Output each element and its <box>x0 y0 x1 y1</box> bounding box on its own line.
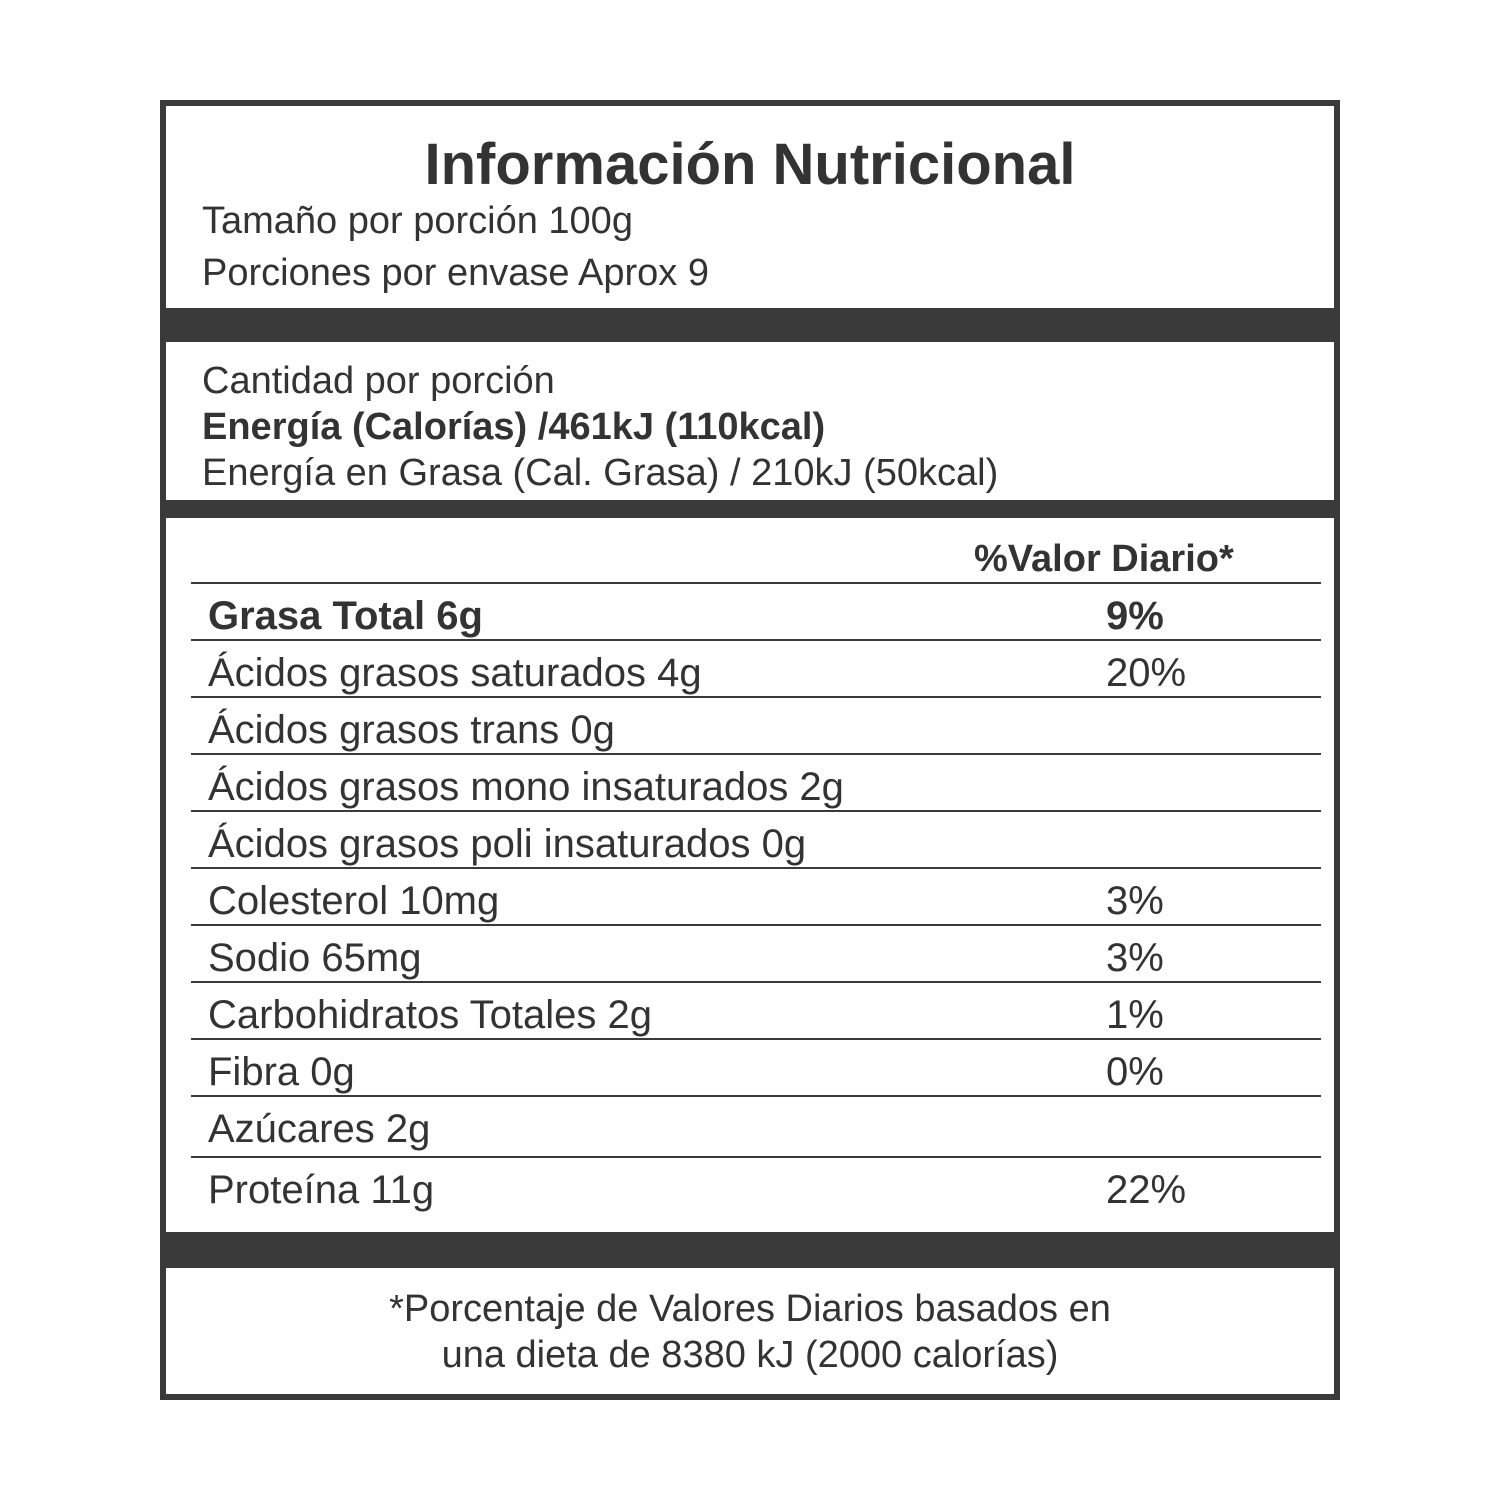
nutrient-row: Grasa Total 6g 9% <box>191 584 1321 641</box>
row-divider <box>191 696 1321 698</box>
footnote-line-2: una dieta de 8380 kJ (2000 calorías) <box>441 1334 1059 1376</box>
nutrient-row: Azúcares 2g <box>191 1097 1321 1154</box>
nutrient-name: Proteína 11g <box>208 1168 435 1212</box>
amount-per-serving: Cantidad por porción <box>202 360 555 402</box>
nutrient-row: Sodio 65mg 3% <box>191 926 1321 983</box>
nutrient-daily-value: 22% <box>1106 1168 1187 1212</box>
nutrient-row: Proteína 11g 22% <box>191 1158 1321 1215</box>
nutrient-name: Fibra 0g <box>208 1050 355 1094</box>
row-divider <box>191 810 1321 812</box>
nutrient-name: Ácidos grasos mono insaturados 2g <box>208 765 844 809</box>
separator-band <box>166 308 1334 342</box>
daily-value-header: %Valor Diario* <box>974 538 1234 580</box>
nutrient-row: Ácidos grasos mono insaturados 2g <box>191 755 1321 812</box>
energy-from-fat: Energía en Grasa (Cal. Grasa) / 210kJ (5… <box>202 452 999 494</box>
nutrient-row: Ácidos grasos trans 0g <box>191 698 1321 755</box>
nutrient-row: Carbohidratos Totales 2g 1% <box>191 983 1321 1040</box>
nutrient-name: Ácidos grasos trans 0g <box>208 708 615 752</box>
label-title: Información Nutricional <box>424 132 1076 197</box>
nutrient-daily-value: 3% <box>1106 879 1164 923</box>
row-divider <box>191 867 1321 869</box>
row-divider <box>191 753 1321 755</box>
serving-size: Tamaño por porción 100g <box>202 200 633 242</box>
row-divider <box>191 639 1321 641</box>
nutrient-name: Carbohidratos Totales 2g <box>208 993 652 1037</box>
row-divider <box>191 1095 1321 1097</box>
nutrient-row: Fibra 0g 0% <box>191 1040 1321 1097</box>
nutrient-name: Ácidos grasos poli insaturados 0g <box>208 822 807 866</box>
nutrient-daily-value: 9% <box>1106 594 1164 638</box>
nutrient-daily-value: 0% <box>1106 1050 1164 1094</box>
row-divider <box>191 924 1321 926</box>
separator-band <box>166 1232 1334 1268</box>
nutrient-row: Ácidos grasos poli insaturados 0g <box>191 812 1321 869</box>
nutrient-daily-value: 20% <box>1106 651 1187 695</box>
nutrient-name: Ácidos grasos saturados 4g <box>208 651 702 695</box>
nutrient-daily-value: 1% <box>1106 993 1164 1037</box>
nutrient-name: Azúcares 2g <box>208 1107 431 1151</box>
row-divider <box>191 1156 1321 1158</box>
nutrient-row: Colesterol 10mg 3% <box>191 869 1321 926</box>
row-divider <box>191 582 1321 584</box>
row-divider <box>191 981 1321 983</box>
footnote-line-1: *Porcentaje de Valores Diarios basados e… <box>389 1288 1111 1330</box>
nutrient-row: Ácidos grasos saturados 4g 20% <box>191 641 1321 698</box>
nutrition-label: Información Nutricional Tamaño por porci… <box>160 100 1340 1400</box>
nutrient-name: Sodio 65mg <box>208 936 422 980</box>
nutrient-name: Colesterol 10mg <box>208 879 500 923</box>
nutrient-name: Grasa Total 6g <box>208 594 483 638</box>
servings-per-container: Porciones por envase Aprox 9 <box>202 252 709 294</box>
energy: Energía (Calorías) /461kJ (110kcal) <box>202 406 826 448</box>
row-divider <box>191 1038 1321 1040</box>
separator-band <box>166 500 1334 518</box>
nutrient-daily-value: 3% <box>1106 936 1164 980</box>
